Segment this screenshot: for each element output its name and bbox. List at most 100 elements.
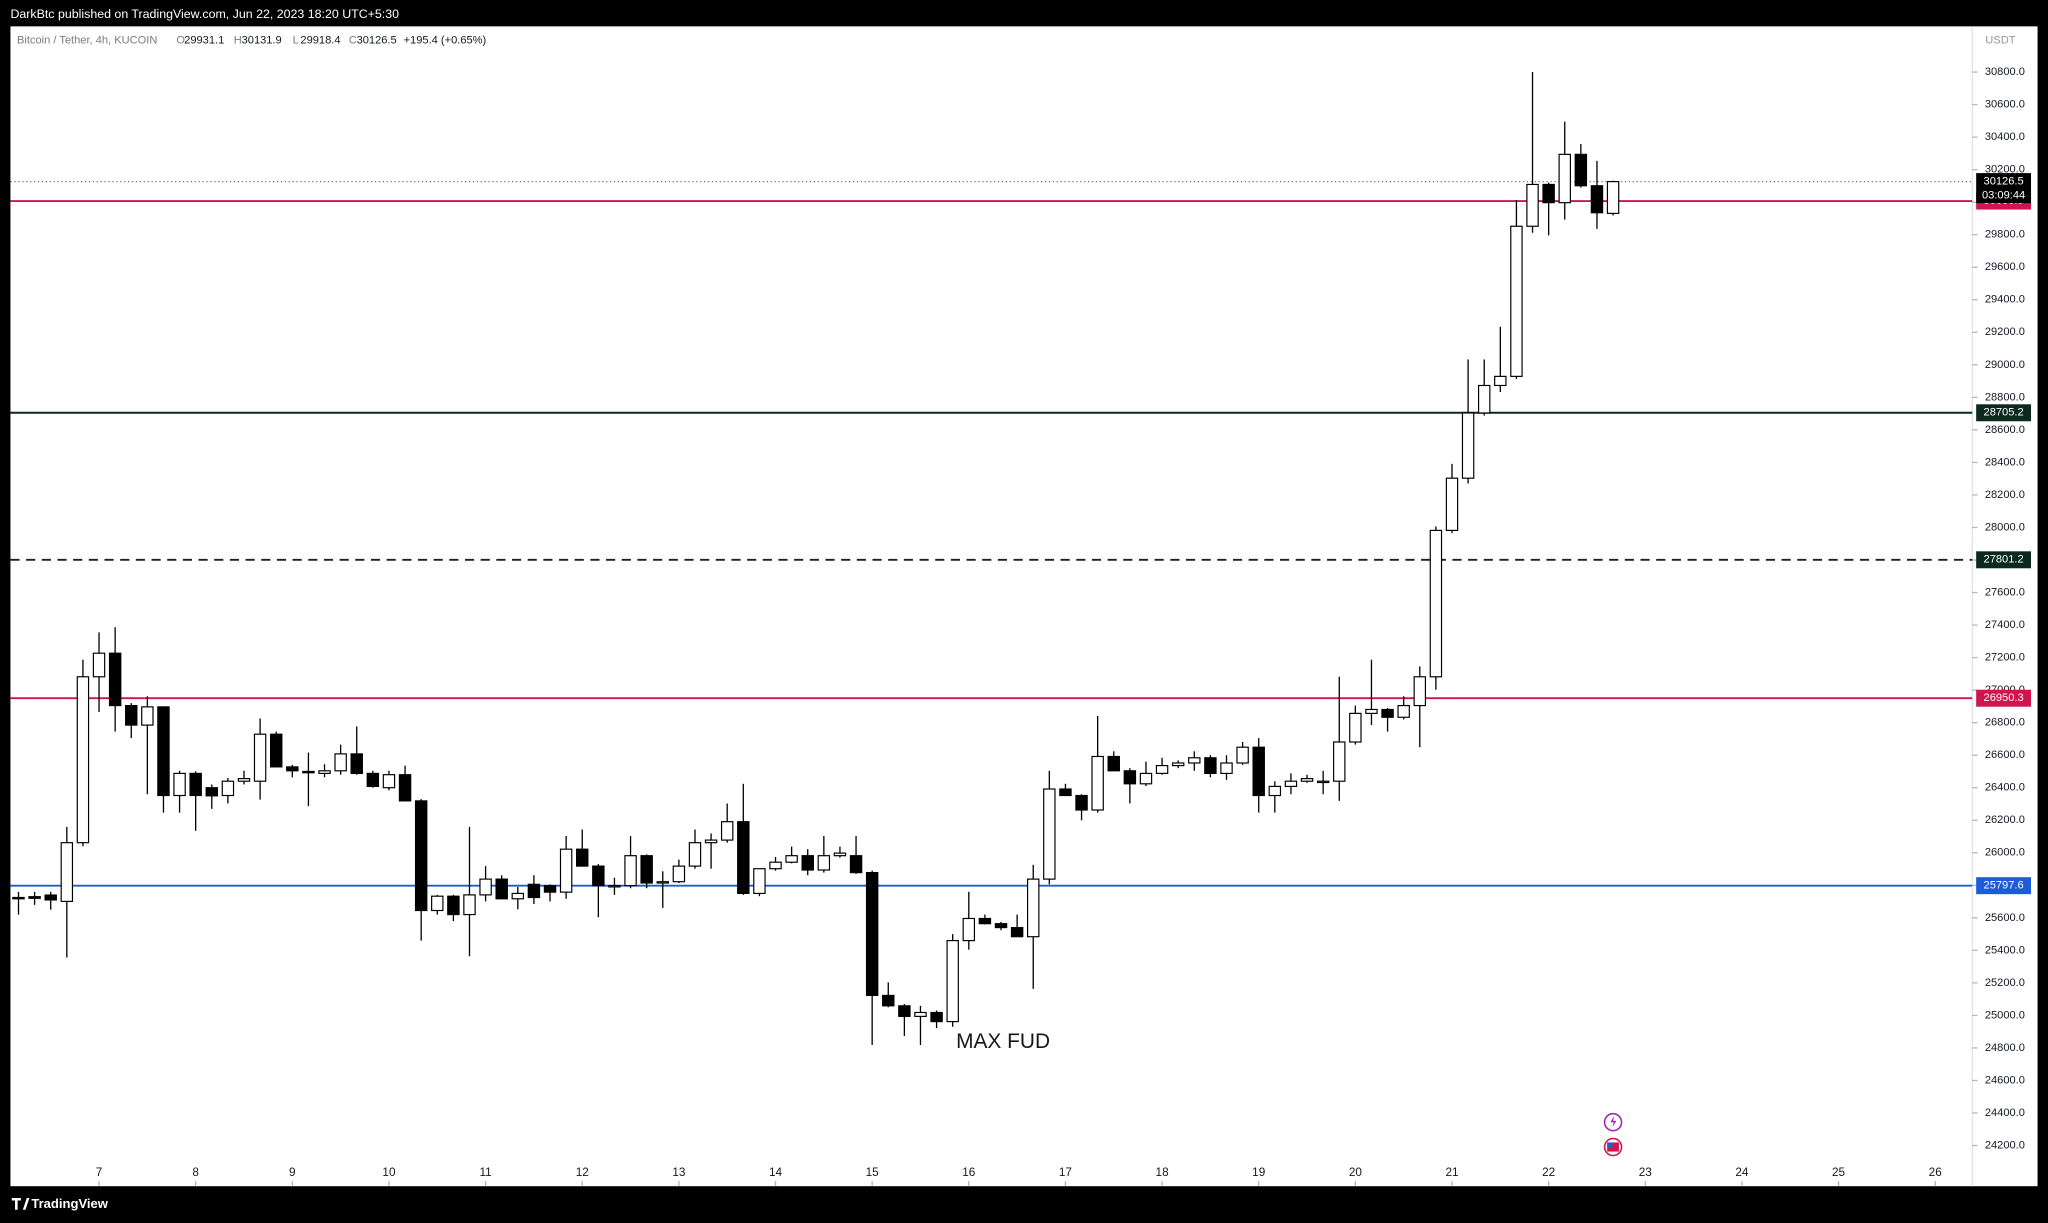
candle-body — [1316, 780, 1330, 784]
candle-body — [882, 994, 895, 1007]
candle-body — [849, 855, 863, 874]
x-tick-label: 11 — [479, 1166, 491, 1179]
x-tick-label: 14 — [769, 1166, 783, 1179]
countdown-label: 03:09:44 — [1982, 189, 2025, 201]
candle-body — [205, 787, 219, 797]
y-tick-label: 30200.0 — [1985, 164, 2025, 176]
candle-body — [1091, 755, 1104, 811]
candle-body — [527, 883, 541, 899]
candle-body — [108, 652, 122, 707]
ohlc-key: H — [234, 35, 242, 47]
y-tick-label: 25400.0 — [1985, 944, 2025, 956]
y-tick-label: 25000.0 — [1985, 1009, 2025, 1021]
candle-body — [1059, 788, 1072, 797]
candle-body — [737, 821, 750, 895]
level-label: 25797.6 — [1984, 880, 2024, 892]
ohlc-value: 29918.4 — [300, 35, 340, 47]
event-icons — [1603, 1112, 1623, 1157]
candle-body — [334, 753, 347, 772]
candle-body — [1043, 788, 1056, 880]
candle-body — [543, 885, 557, 893]
chart-background — [10, 26, 2038, 1187]
candle-body — [592, 865, 605, 887]
level-label-box — [1976, 404, 2032, 422]
candle-body — [785, 855, 798, 863]
candle-body — [1010, 926, 1024, 938]
y-tick-label: 29400.0 — [1985, 294, 2025, 306]
candle-body — [431, 895, 444, 912]
candle-body — [1026, 878, 1040, 938]
candle-body — [1381, 708, 1394, 718]
y-tick-label: 29800.0 — [1985, 229, 2025, 241]
candle-body — [366, 772, 380, 787]
candle-body — [1590, 185, 1604, 214]
y-tick-label: 25200.0 — [1985, 977, 2025, 989]
y-tick-label: 24200.0 — [1985, 1139, 2025, 1151]
candle-body — [269, 733, 283, 768]
candle-body — [672, 865, 686, 883]
candle-body — [1123, 770, 1137, 785]
candle-body — [978, 917, 992, 925]
y-tick-label: 27600.0 — [1985, 586, 2025, 598]
ohlc-value: 29931.1 — [184, 35, 224, 47]
y-tick-label: 26600.0 — [1985, 749, 2025, 761]
candle-body — [801, 855, 814, 871]
candle-body — [1236, 746, 1249, 764]
candle-body — [44, 894, 57, 901]
x-tick-label: 23 — [1639, 1166, 1653, 1179]
y-tick-label: 26000.0 — [1985, 847, 2025, 859]
candle-body — [930, 1011, 943, 1023]
ohlc-key: L — [293, 35, 299, 47]
x-tick-label: 25 — [1832, 1166, 1846, 1179]
symbol-label: Bitcoin / Tether, 4h, KUCOIN — [17, 35, 157, 47]
y-tick-label: 26400.0 — [1985, 782, 2025, 794]
x-tick-label: 16 — [962, 1166, 976, 1179]
candle-body — [946, 940, 959, 1023]
level-label-box — [1976, 689, 2032, 707]
y-tick-label: 28800.0 — [1985, 391, 2025, 403]
y-tick-label: 28200.0 — [1985, 489, 2025, 501]
candle-body — [92, 652, 106, 678]
y-tick-label: 28000.0 — [1985, 521, 2025, 533]
x-tick-label: 13 — [672, 1166, 686, 1179]
y-tick-label: 24400.0 — [1985, 1107, 2025, 1119]
candle-body — [994, 923, 1008, 929]
x-tick-label: 20 — [1349, 1166, 1363, 1179]
x-tick-label: 10 — [382, 1166, 396, 1179]
candle-body — [817, 855, 831, 871]
ohlc-value: 30126.5 — [357, 35, 397, 47]
candle-body — [1542, 183, 1555, 204]
axis-unit: USDT — [1985, 35, 2015, 47]
x-tick-label: 9 — [289, 1166, 296, 1179]
footer-logo — [11, 1197, 30, 1210]
y-tick-label: 30600.0 — [1985, 99, 2025, 111]
candle-body — [60, 842, 74, 902]
candle-body — [1188, 757, 1201, 764]
candle-body — [495, 878, 508, 900]
x-tick-label: 22 — [1542, 1166, 1555, 1179]
x-tick-label: 7 — [96, 1166, 103, 1179]
candle-body — [1365, 708, 1378, 714]
candle-body — [753, 868, 766, 895]
candle-body — [1494, 375, 1507, 387]
x-tick-label: 15 — [866, 1166, 880, 1179]
y-tick-label: 24600.0 — [1985, 1074, 2025, 1086]
candle-body — [479, 878, 492, 896]
candle-body — [1155, 765, 1169, 774]
candle-body — [624, 855, 637, 887]
candle-body — [511, 892, 525, 900]
x-tick-label: 12 — [576, 1166, 589, 1179]
candle-body — [1413, 676, 1427, 707]
candle-body — [898, 1005, 911, 1017]
candle-body — [382, 774, 396, 789]
annotation: MAX FUD — [956, 1030, 1050, 1053]
candle-body — [1075, 794, 1088, 811]
candle-body — [1107, 755, 1120, 772]
candle-body — [833, 852, 847, 857]
y-tick-label: 30800.0 — [1985, 66, 2025, 78]
y-tick-label: 29200.0 — [1985, 326, 2025, 338]
x-tick-label: 17 — [1059, 1166, 1072, 1179]
candle-body — [157, 706, 170, 797]
